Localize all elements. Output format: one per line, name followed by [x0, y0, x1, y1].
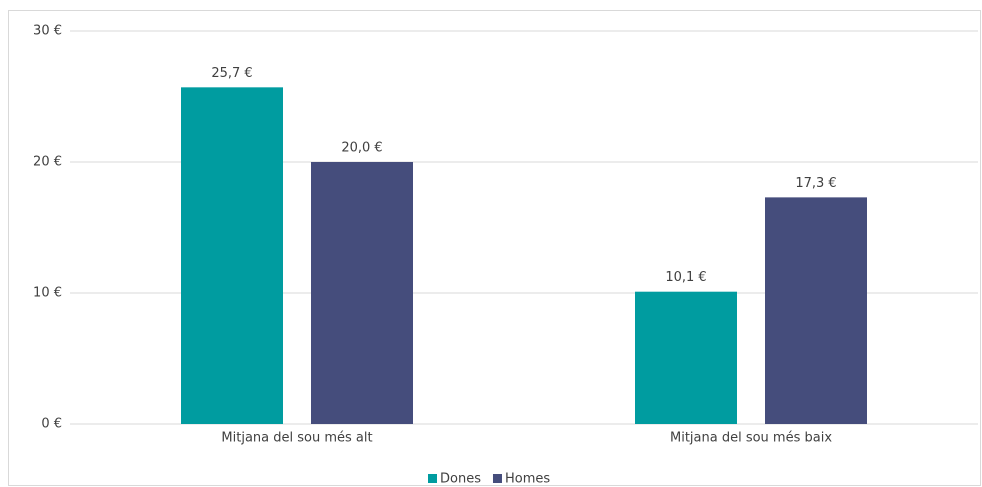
legend-swatch	[428, 474, 437, 483]
data-label: 10,1 €	[665, 270, 706, 285]
legend-label: Homes	[505, 472, 550, 487]
x-tick-label: Mitjana del sou més alt	[221, 431, 372, 446]
chart-border	[8, 10, 981, 486]
bar	[311, 162, 413, 424]
y-tick-label: 10 €	[33, 286, 62, 301]
data-label: 17,3 €	[795, 176, 836, 191]
bar	[765, 197, 867, 424]
y-tick-label: 30 €	[33, 24, 62, 39]
data-label: 25,7 €	[211, 66, 252, 81]
legend-label: Dones	[440, 472, 481, 487]
legend-swatch	[492, 474, 502, 483]
y-tick-label: 0 €	[41, 417, 62, 432]
x-tick-label: Mitjana del sou més baix	[670, 431, 832, 446]
bar	[635, 291, 737, 424]
data-label: 20,0 €	[341, 141, 382, 156]
y-tick-label: 20 €	[33, 155, 62, 170]
bar	[181, 87, 283, 424]
